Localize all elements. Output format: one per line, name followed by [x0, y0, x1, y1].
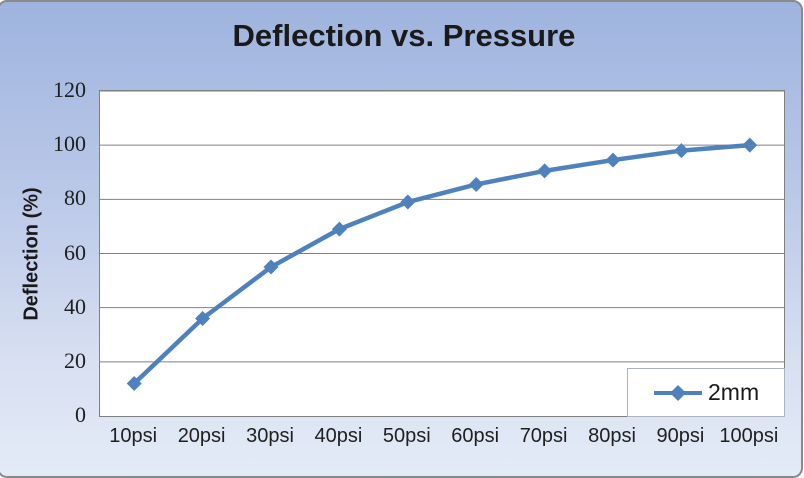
- x-tick-label: 100psi: [719, 425, 779, 447]
- y-tick-label: 20: [64, 347, 86, 373]
- y-tick-label: 120: [53, 77, 86, 102]
- y-tick-label: 40: [64, 293, 86, 319]
- x-tick-label: 50psi: [382, 425, 431, 447]
- legend-marker-icon: [654, 384, 702, 401]
- y-tick-label: 0: [75, 402, 86, 427]
- x-tick-label: 80psi: [588, 425, 636, 447]
- series-line: [131, 142, 753, 386]
- y-tick-label: 80: [64, 185, 86, 211]
- x-tick-label: 40psi: [314, 425, 363, 447]
- chart-title: Deflection vs. Pressure: [232, 18, 576, 53]
- y-tick-label: 60: [64, 239, 86, 265]
- legend-label: 2mm: [708, 379, 760, 405]
- data-point-marker: [605, 152, 621, 168]
- data-point-marker: [400, 194, 416, 210]
- x-tick-label: 60psi: [451, 425, 500, 447]
- x-tick-label: 30psi: [246, 425, 294, 447]
- data-point-marker: [537, 163, 553, 179]
- x-tick-label: 90psi: [656, 425, 705, 447]
- data-point-marker: [195, 311, 211, 326]
- x-tick-label: 70psi: [519, 425, 568, 447]
- x-tick-label: 20psi: [177, 425, 226, 447]
- y-tick-label: 100: [53, 131, 86, 157]
- data-point-marker: [126, 376, 142, 391]
- data-point-marker: [468, 176, 484, 192]
- series-plot: [100, 91, 784, 391]
- data-point-marker: [742, 137, 758, 153]
- plot-area: 2mm: [99, 90, 785, 417]
- x-tick-label: 10psi: [109, 425, 158, 447]
- legend: 2mm: [627, 368, 785, 417]
- data-point-marker: [263, 259, 279, 275]
- data-point-marker: [331, 221, 347, 237]
